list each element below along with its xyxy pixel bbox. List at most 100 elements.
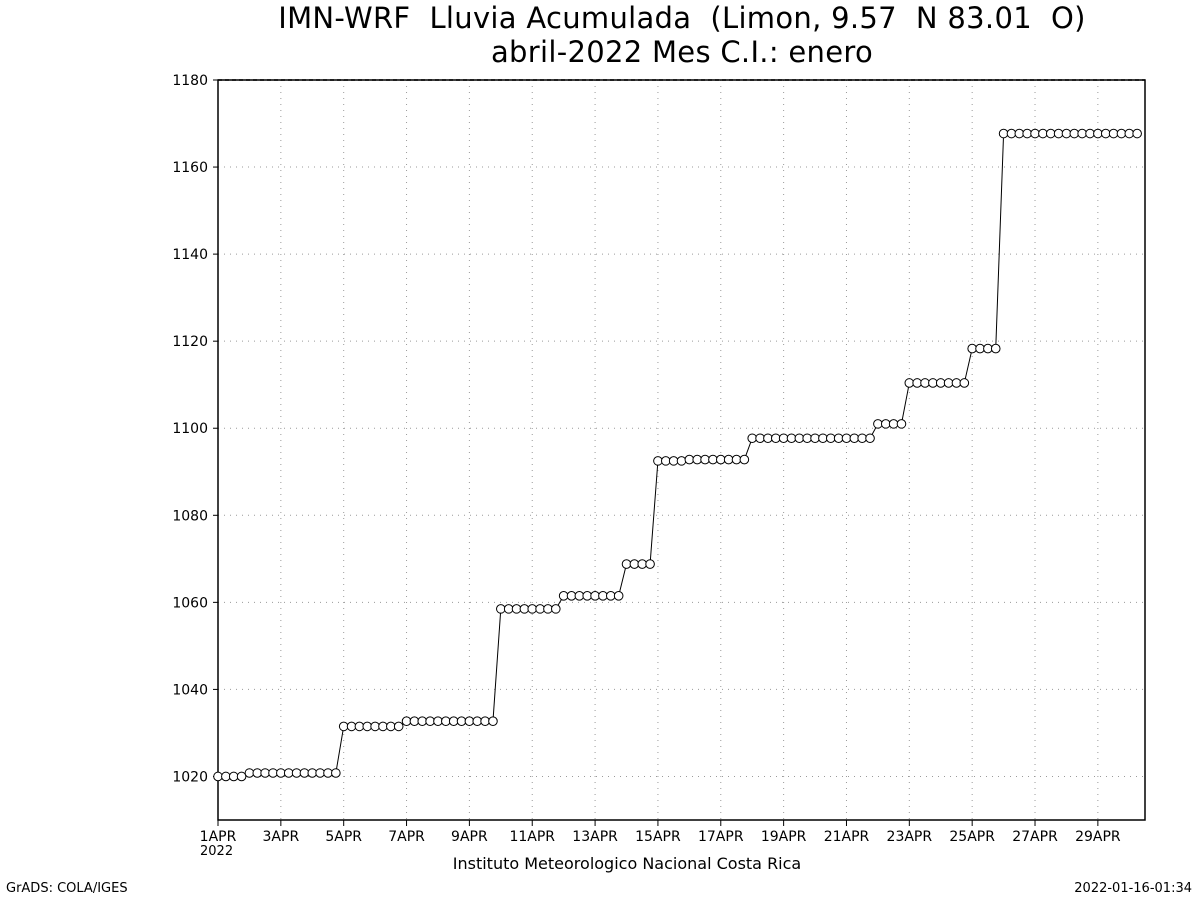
data-point [260, 768, 270, 778]
data-point [244, 768, 255, 778]
timestamp: 2022-01-16-01:34 [1074, 881, 1192, 896]
data-point [904, 378, 915, 388]
data-point [896, 419, 907, 429]
data-point [810, 433, 820, 444]
data-point [990, 343, 1001, 354]
data-point [825, 433, 836, 444]
data-point [723, 454, 734, 465]
data-point [1022, 128, 1032, 139]
data-point [951, 378, 962, 388]
data-point [582, 591, 593, 601]
data-point [1038, 128, 1048, 139]
data-point [818, 433, 828, 444]
data-point [605, 591, 616, 601]
data-point [731, 454, 742, 465]
data-point [378, 721, 388, 732]
data-point [433, 716, 443, 726]
data-point [511, 604, 522, 614]
data-point [653, 456, 663, 466]
data-point [472, 716, 483, 726]
data-point [794, 433, 805, 444]
data-point [959, 378, 970, 388]
data-point [1077, 128, 1087, 139]
data-point [841, 433, 852, 444]
data-point [362, 721, 373, 732]
axes [213, 79, 1146, 826]
data-point [331, 768, 341, 778]
data-point [763, 433, 773, 444]
data-point [283, 768, 294, 778]
data-point [983, 343, 993, 354]
data-point [448, 716, 459, 726]
chart-subtitle: abril-2022 Mes C.I.: enero [490, 35, 873, 69]
y-tick-label: 1160 [172, 160, 208, 176]
x-tick-label: 5APR [325, 829, 362, 845]
data-point [393, 721, 404, 732]
y-tick-label: 1140 [172, 247, 208, 263]
data-point [213, 771, 223, 782]
data-point [715, 454, 726, 465]
y-tick-label: 1040 [172, 682, 208, 698]
data-point [441, 716, 451, 726]
data-point [346, 721, 357, 732]
data-point [417, 716, 428, 726]
series-path [218, 133, 1138, 777]
data-point [1006, 128, 1017, 139]
x-tick-label: 29APR [1075, 829, 1121, 845]
data-point [1116, 128, 1127, 139]
data-point [558, 591, 569, 601]
data-point [456, 716, 467, 726]
data-point [912, 378, 922, 388]
data-point [676, 456, 687, 466]
data-point [1045, 128, 1056, 139]
data-point [1108, 128, 1119, 139]
series-markers [213, 128, 1142, 782]
data-point [354, 721, 365, 732]
data-point [409, 716, 420, 726]
x-tick-label: 19APR [761, 829, 807, 845]
series-line [218, 133, 1138, 777]
data-point [935, 378, 946, 388]
data-point [535, 604, 545, 614]
grid-lines [218, 80, 1145, 820]
data-point [299, 768, 310, 778]
data-point [464, 716, 475, 726]
data-point [1132, 128, 1142, 139]
data-point [1069, 128, 1080, 139]
data-point [747, 433, 758, 444]
data-point [865, 433, 875, 444]
data-point [252, 768, 263, 778]
data-point [221, 771, 231, 782]
data-point [833, 433, 844, 444]
x-tick-label: 21APR [824, 829, 870, 845]
data-point [1124, 128, 1135, 139]
data-point [613, 591, 624, 601]
plot-frame [217, 79, 1146, 821]
data-point [425, 716, 435, 726]
tick-labels: 1020 1040 1060 1080 1100 1120 1140 1160 1180 1APR… [172, 73, 1121, 845]
data-point [920, 378, 930, 388]
data-point [496, 604, 506, 614]
data-point [880, 419, 891, 429]
y-tick-label: 1080 [172, 508, 208, 524]
x-tick-label: 3APR [263, 829, 300, 845]
source-credit: Instituto Meteorologico Nacional Costa R… [452, 854, 802, 873]
data-point [323, 768, 333, 778]
software-credit: GrADS: COLA/IGES [6, 881, 128, 896]
data-point [488, 716, 498, 726]
data-point [873, 419, 883, 429]
data-point [315, 768, 325, 778]
data-point [857, 433, 867, 444]
data-point [268, 768, 278, 778]
data-point [551, 604, 561, 614]
data-point [967, 343, 977, 354]
data-point [708, 454, 718, 465]
data-point [629, 559, 640, 569]
data-point [1053, 128, 1064, 139]
data-point [943, 378, 954, 388]
x-axis-year-label: 2022 [200, 844, 234, 859]
data-point [739, 454, 750, 465]
x-tick-label: 11APR [509, 829, 555, 845]
data-point [755, 433, 765, 444]
